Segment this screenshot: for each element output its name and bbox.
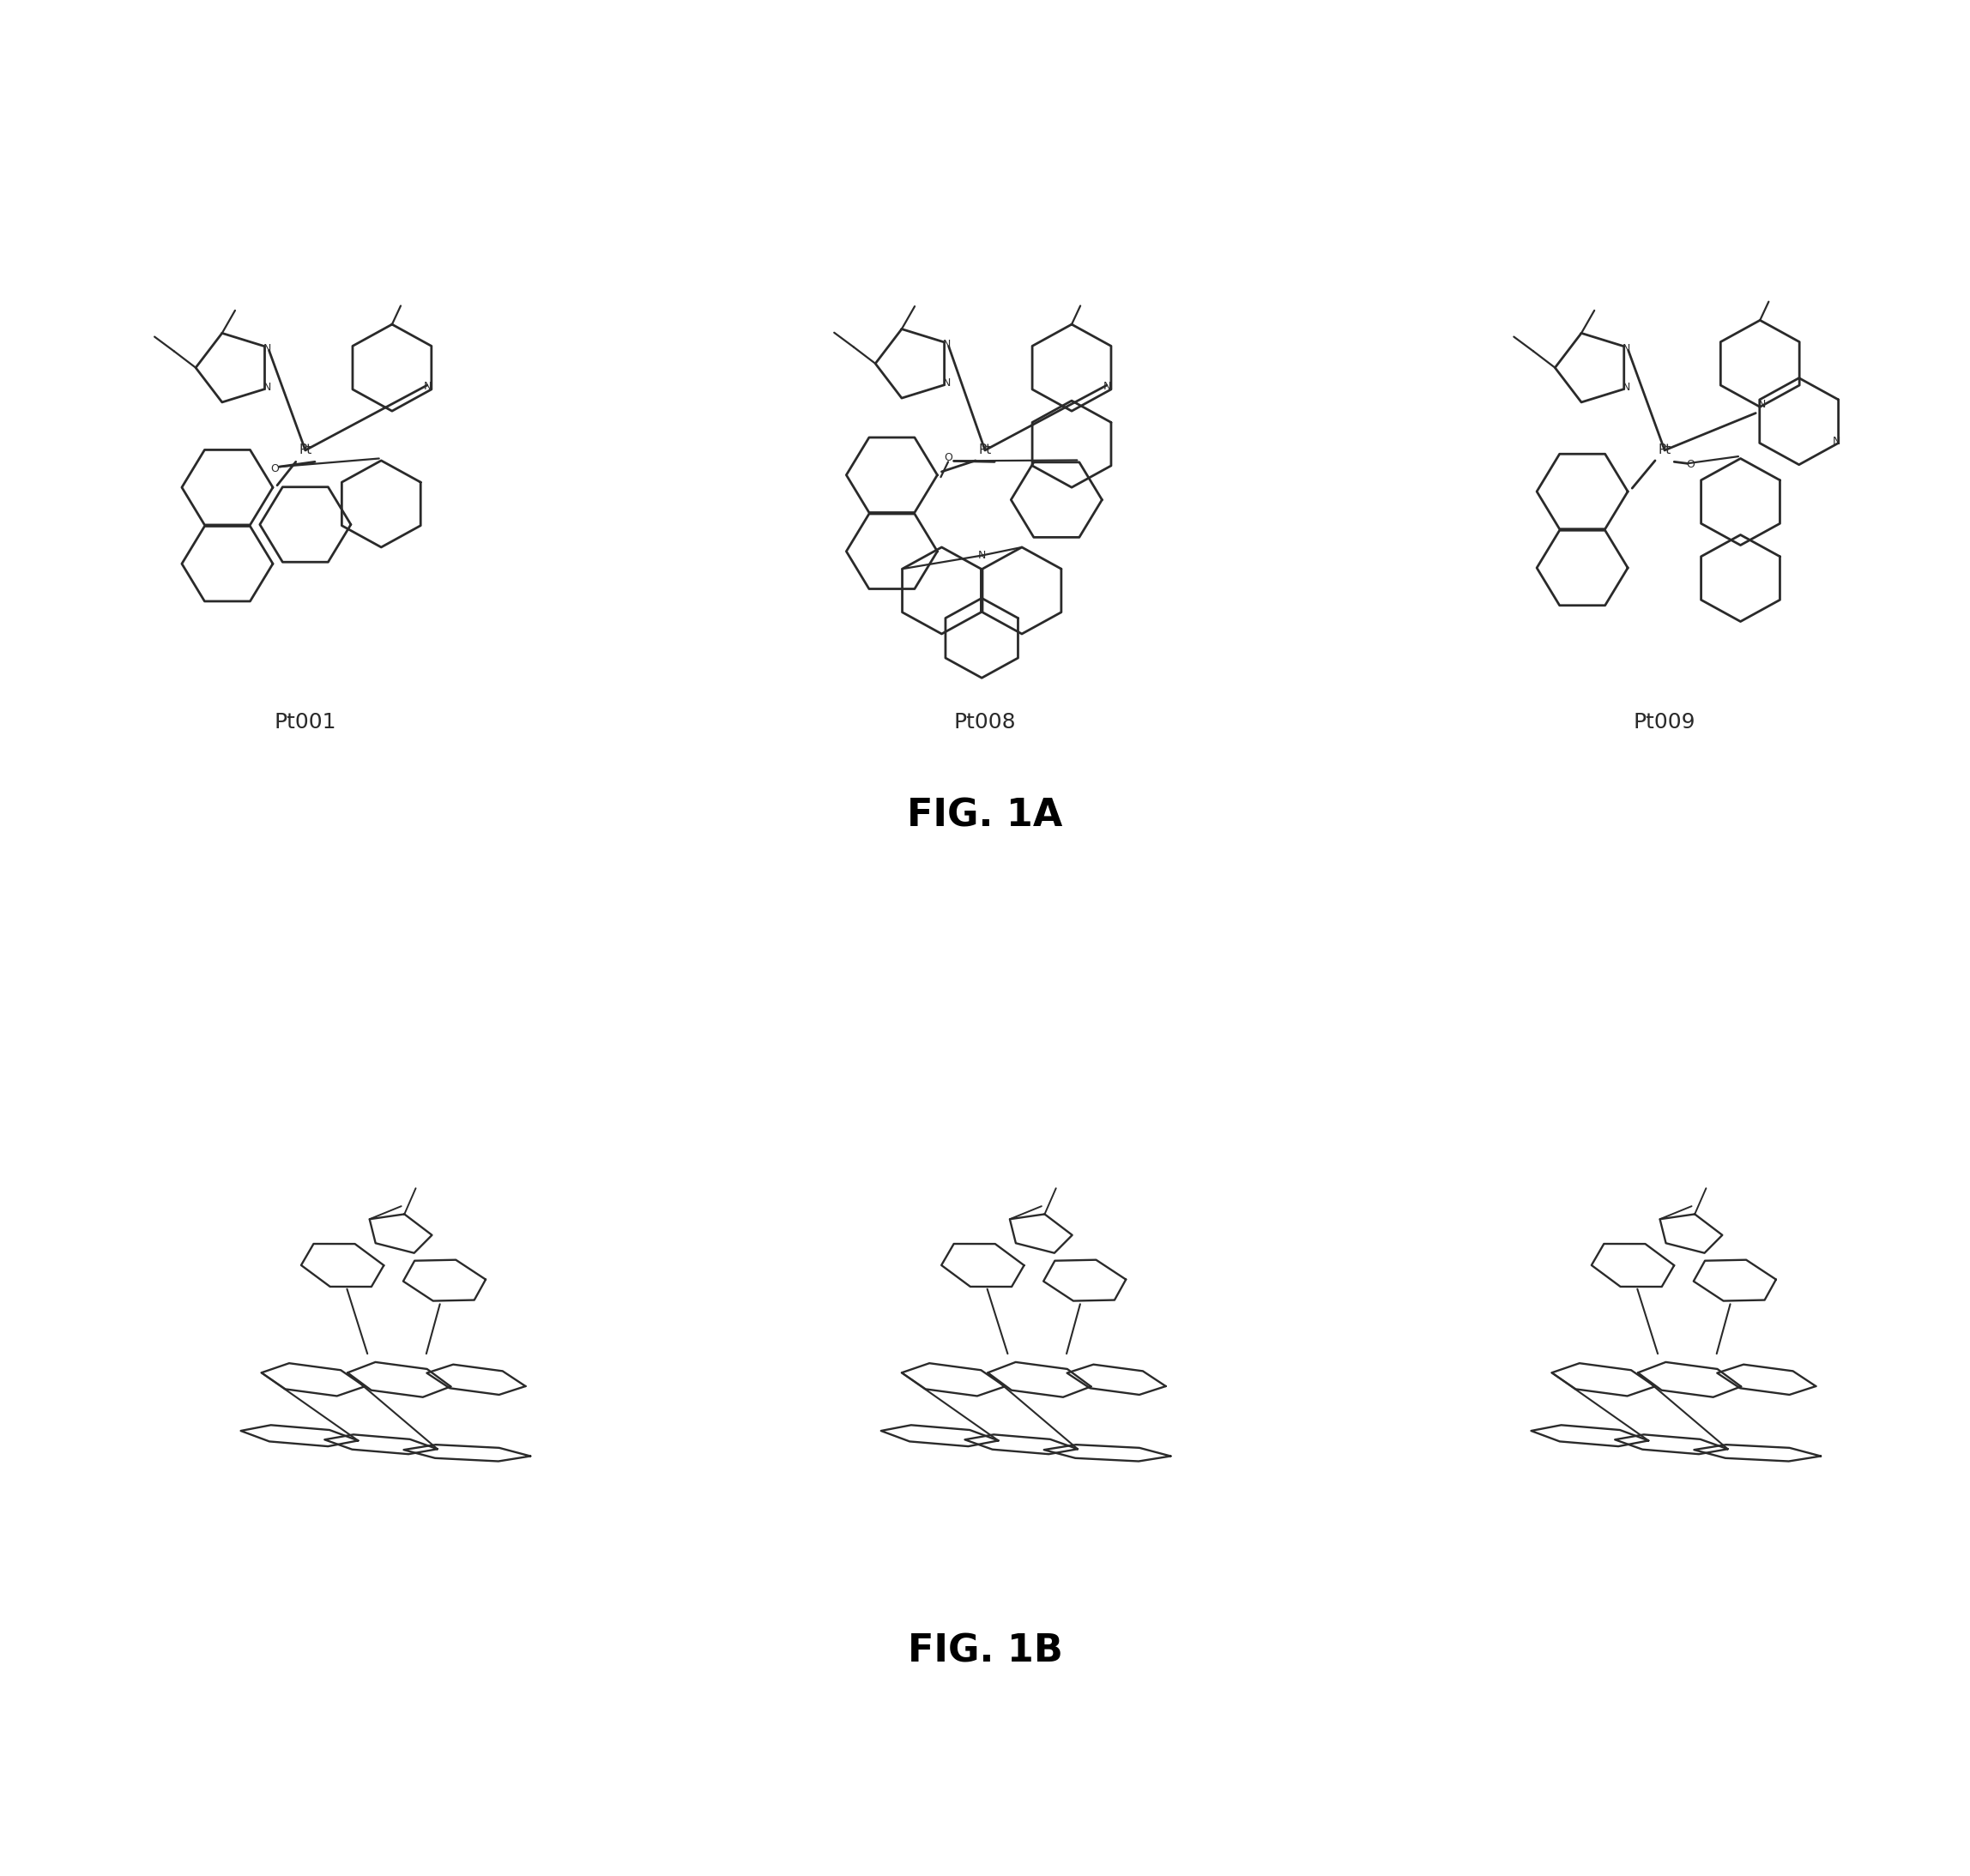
Text: N: N xyxy=(942,377,952,388)
Text: N: N xyxy=(424,381,431,392)
Text: Pt001: Pt001 xyxy=(274,713,337,732)
Text: Pt: Pt xyxy=(979,445,991,456)
Text: N: N xyxy=(1103,381,1111,392)
Text: Pt: Pt xyxy=(299,445,311,456)
Text: N: N xyxy=(1621,343,1631,355)
Text: N: N xyxy=(262,381,272,392)
Text: O: O xyxy=(944,452,952,463)
Text: N: N xyxy=(1757,400,1767,411)
Text: N: N xyxy=(262,343,272,355)
Text: N: N xyxy=(1621,381,1631,392)
Text: Pt009: Pt009 xyxy=(1633,713,1696,732)
Text: Pt: Pt xyxy=(1659,445,1671,456)
Text: N: N xyxy=(1832,435,1840,446)
Text: N: N xyxy=(977,550,985,561)
Text: O: O xyxy=(1686,460,1694,471)
Text: O: O xyxy=(270,463,280,475)
Text: FIG. 1B: FIG. 1B xyxy=(908,1632,1062,1670)
Text: N: N xyxy=(942,340,952,349)
Text: FIG. 1A: FIG. 1A xyxy=(908,797,1062,835)
Text: Pt008: Pt008 xyxy=(953,713,1017,732)
